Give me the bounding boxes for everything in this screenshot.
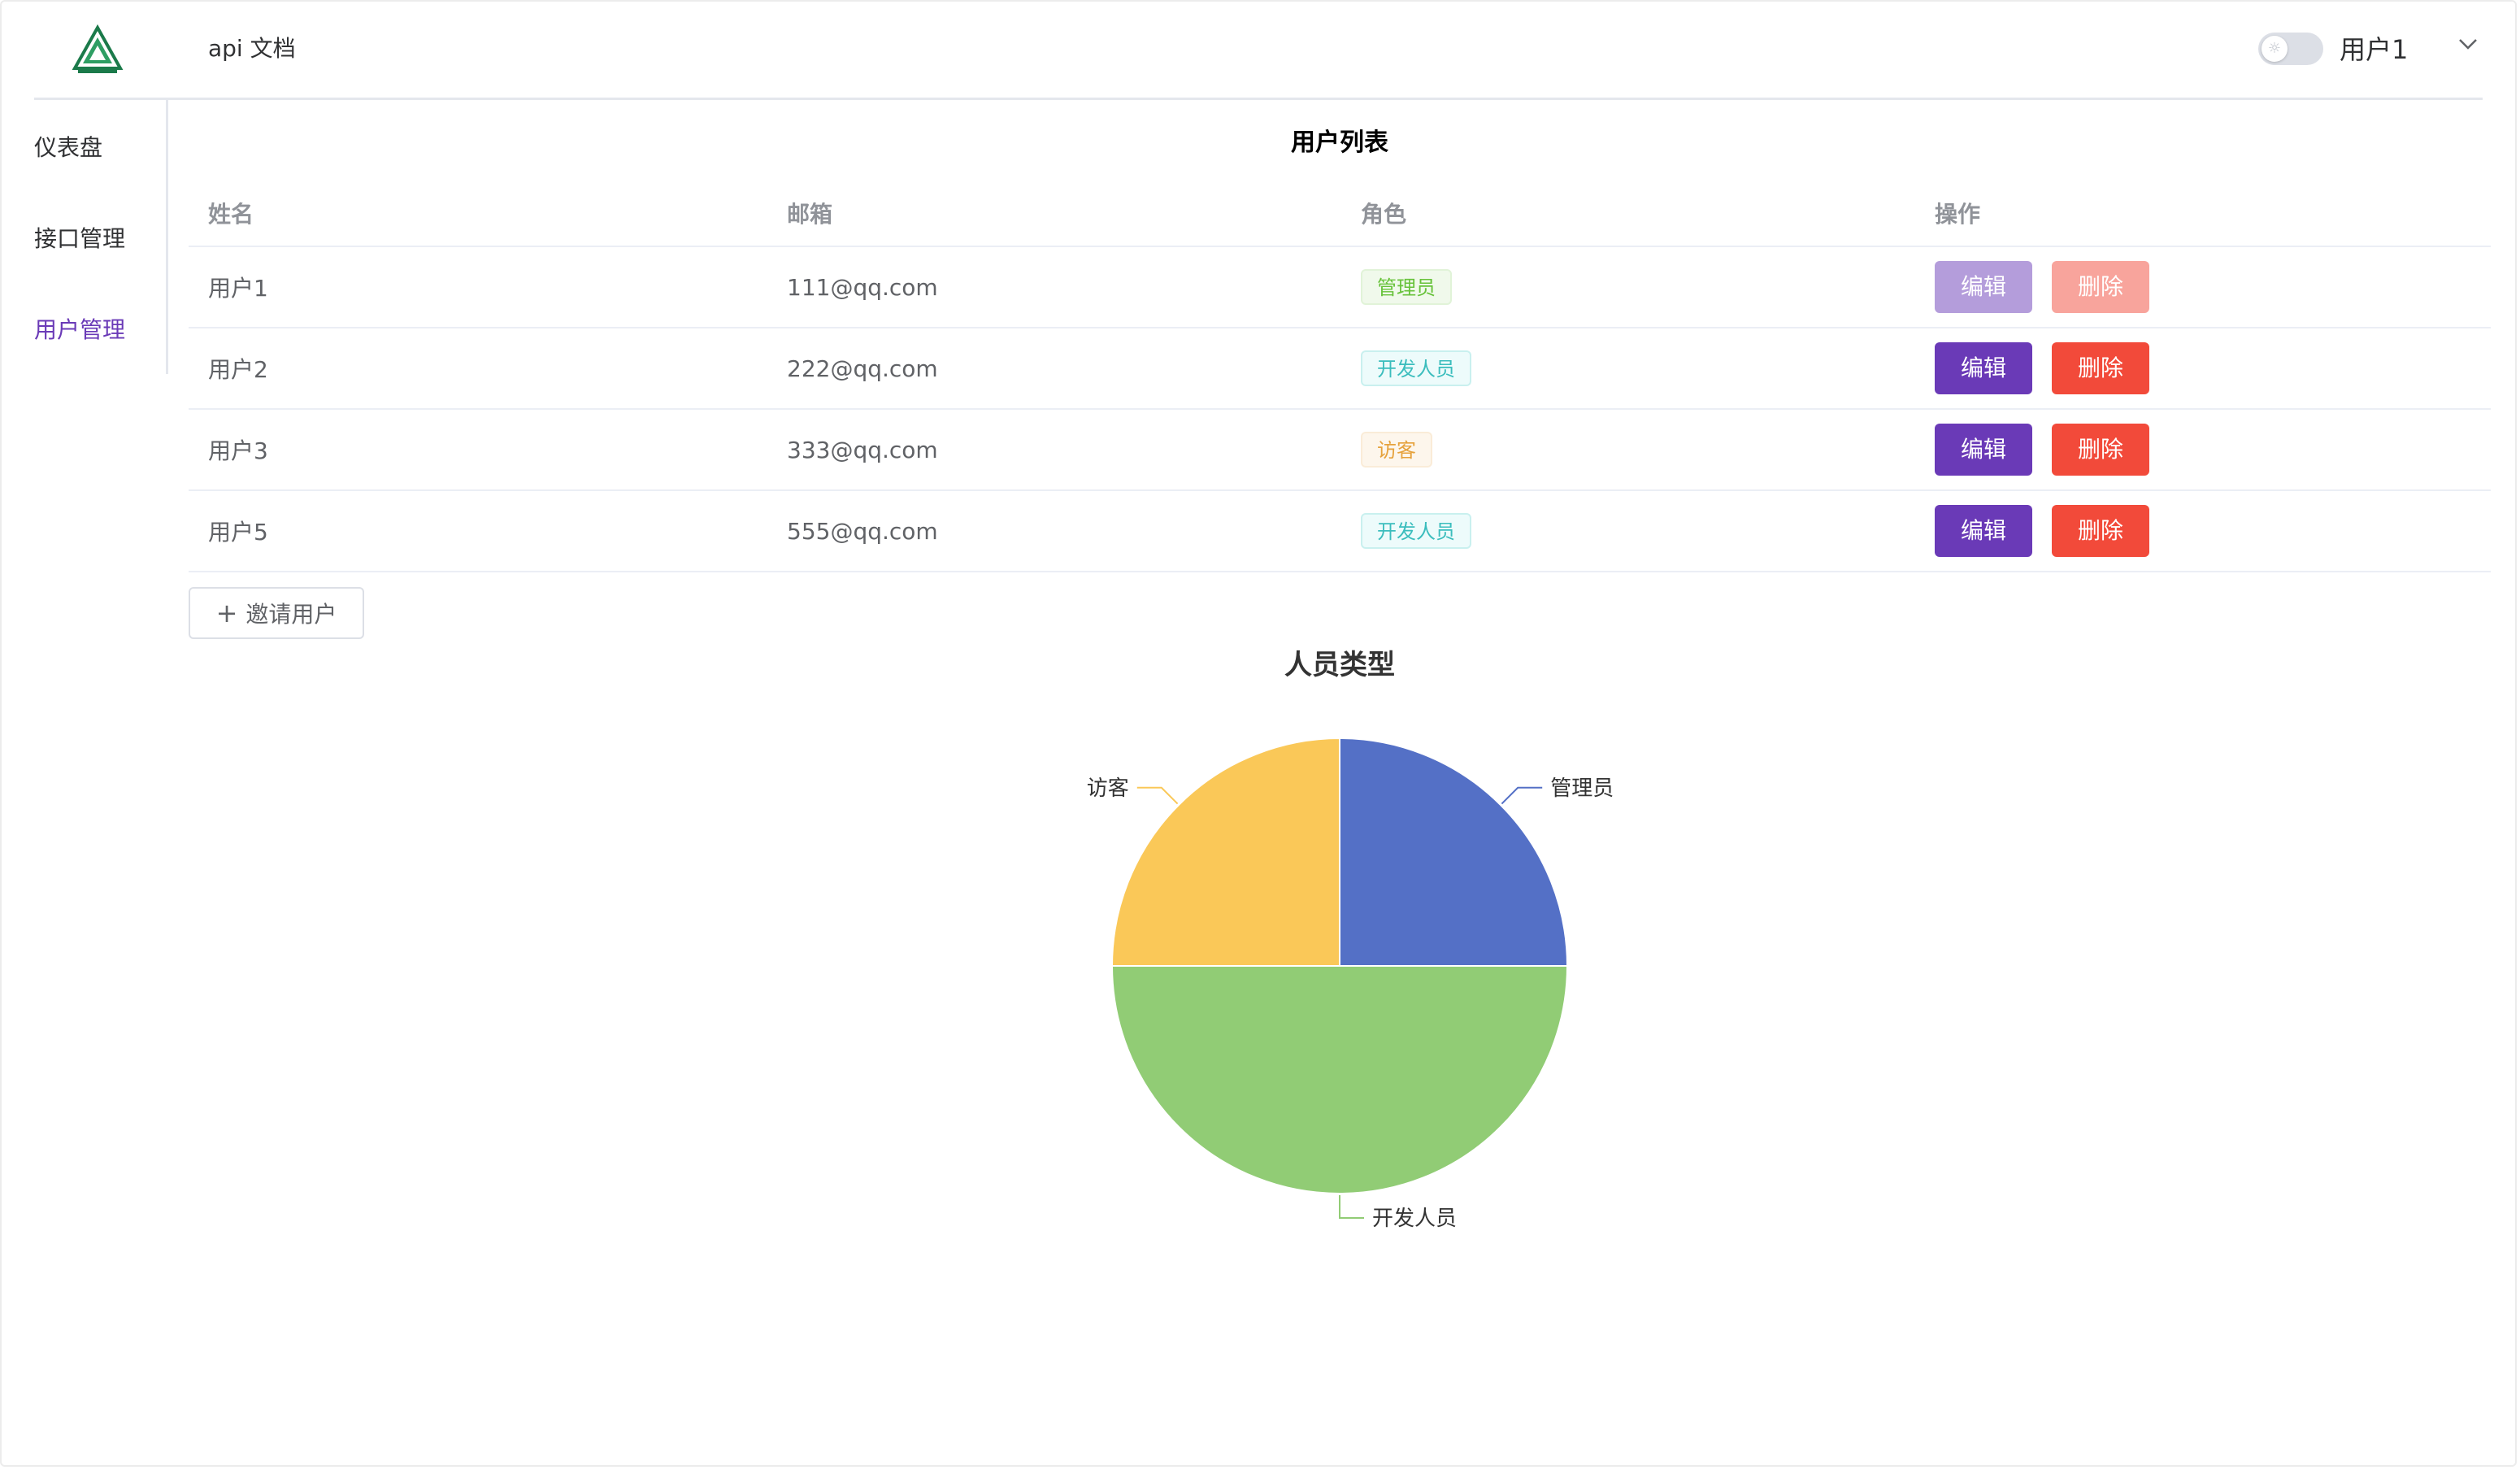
- plus-icon: +: [215, 598, 238, 628]
- user-table: 姓名 邮箱 角色 操作 用户1 111@qq.com 管理员 编辑 删除 用户2…: [189, 180, 2491, 572]
- user-email-cell: 111@qq.com: [787, 273, 938, 301]
- user-list-title: 用户列表: [1291, 128, 1388, 157]
- column-header-actions: 操作: [1935, 201, 1981, 228]
- pie-slice-label: 开发人员: [1372, 1207, 1457, 1231]
- user-name-cell: 用户5: [208, 519, 268, 546]
- pie-label-line: [1501, 786, 1543, 805]
- table-row: 用户2 222@qq.com 开发人员 编辑 删除: [189, 328, 2491, 410]
- pie-label-line: [1339, 1195, 1364, 1219]
- invite-user-button[interactable]: + 邀请用户: [189, 587, 364, 639]
- pie-slice-label: 管理员: [1550, 776, 1614, 801]
- pie-slice-label: 访客: [1087, 776, 1129, 801]
- table-row: 用户1 111@qq.com 管理员 编辑 删除: [189, 247, 2491, 328]
- role-tag: 开发人员: [1361, 350, 1471, 386]
- edit-button[interactable]: 编辑: [1935, 342, 2032, 394]
- edit-button[interactable]: 编辑: [1935, 261, 2032, 313]
- table-header: 姓名 邮箱 角色 操作: [189, 180, 2491, 247]
- logo-icon: [72, 24, 124, 73]
- column-header-name: 姓名: [208, 201, 254, 228]
- chevron-down-icon[interactable]: [2457, 33, 2479, 55]
- column-header-role: 角色: [1361, 201, 1407, 228]
- column-header-email: 邮箱: [787, 201, 833, 228]
- user-name-cell: 用户2: [208, 356, 268, 383]
- delete-button[interactable]: 删除: [2052, 342, 2149, 394]
- top-header: api 文档 ☼ 用户1: [34, 0, 2483, 100]
- app-title[interactable]: api 文档: [208, 35, 296, 62]
- pie-slice[interactable]: [1339, 737, 1569, 967]
- pie-label-line: [1136, 786, 1179, 805]
- role-tag: 访客: [1361, 432, 1432, 468]
- user-email-cell: 222@qq.com: [787, 354, 938, 382]
- theme-toggle[interactable]: ☼: [2258, 33, 2323, 65]
- table-row: 用户5 555@qq.com 开发人员 编辑 删除: [189, 491, 2491, 572]
- delete-button[interactable]: 删除: [2052, 505, 2149, 557]
- user-email-cell: 333@qq.com: [787, 436, 938, 463]
- sidebar-item-api-management[interactable]: 接口管理: [34, 225, 126, 252]
- invite-user-label: 邀请用户: [245, 601, 337, 628]
- edit-button[interactable]: 编辑: [1935, 505, 2032, 557]
- role-tag: 管理员: [1361, 269, 1452, 305]
- user-email-cell: 555@qq.com: [787, 517, 938, 545]
- delete-button[interactable]: 删除: [2052, 424, 2149, 476]
- sidebar-item-user-management[interactable]: 用户管理: [34, 316, 126, 343]
- pie-slice[interactable]: [1110, 737, 1340, 967]
- user-name-cell: 用户1: [208, 275, 268, 302]
- sidebar: 仪表盘 接口管理 用户管理: [0, 99, 168, 374]
- user-name-cell: 用户3: [208, 437, 268, 464]
- sidebar-item-dashboard[interactable]: 仪表盘: [34, 134, 103, 161]
- edit-button[interactable]: 编辑: [1935, 424, 2032, 476]
- delete-button[interactable]: 删除: [2052, 261, 2149, 313]
- role-tag: 开发人员: [1361, 513, 1471, 549]
- pie-slice[interactable]: [1110, 965, 1569, 1194]
- chart-title: 人员类型: [1284, 649, 1395, 681]
- sun-icon: ☼: [2261, 36, 2288, 62]
- user-menu[interactable]: 用户1: [2340, 34, 2409, 65]
- table-row: 用户3 333@qq.com 访客 编辑 删除: [189, 410, 2491, 491]
